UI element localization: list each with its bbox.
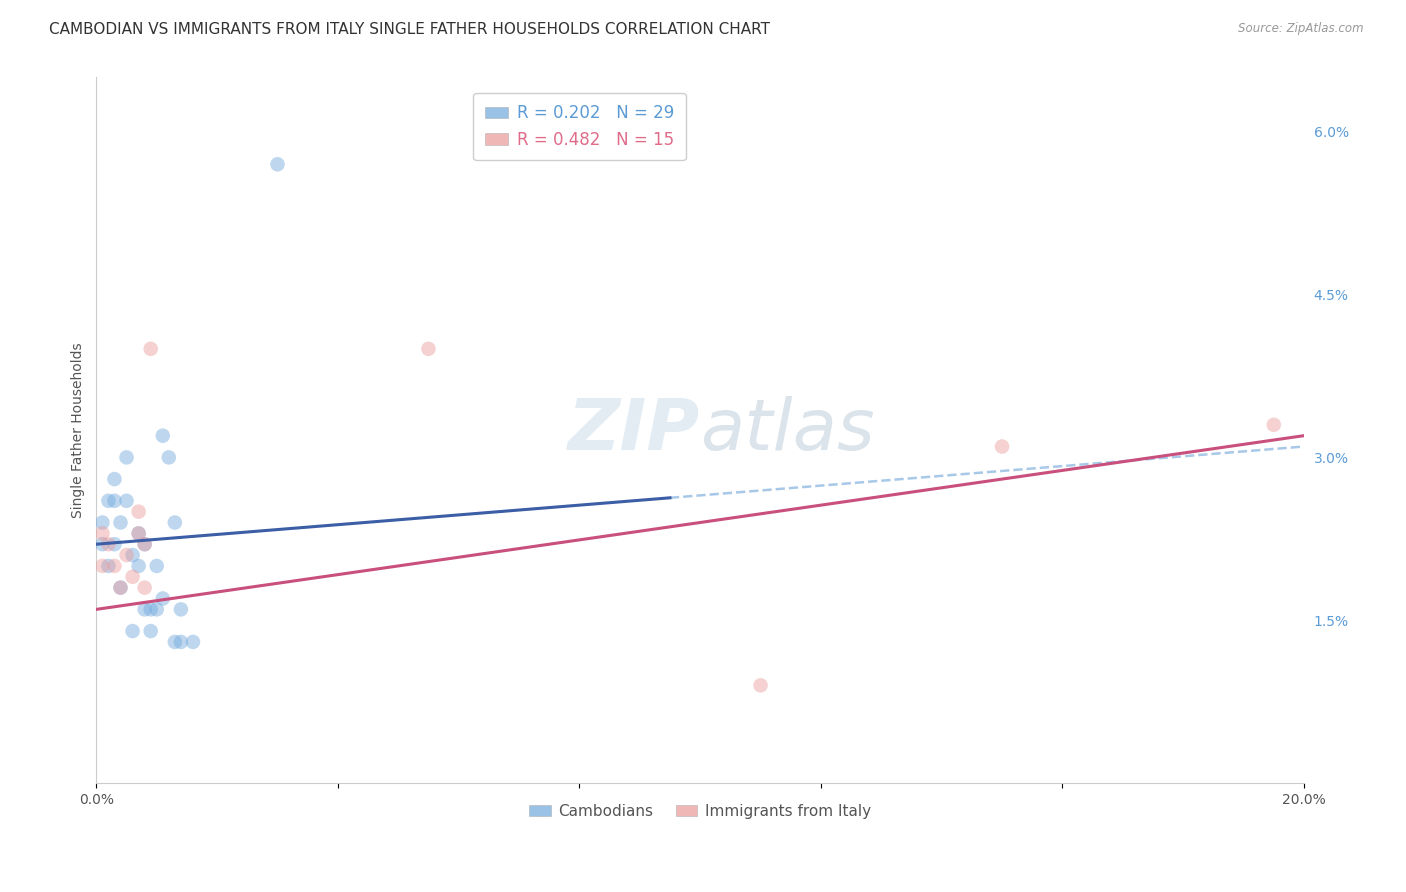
Point: [128, 526, 150, 541]
Legend: Cambodians, Immigrants from Italy: Cambodians, Immigrants from Italy: [523, 797, 877, 825]
Point: [97, 558, 120, 573]
Point: [418, 342, 440, 356]
Point: [128, 505, 150, 519]
Point: [266, 157, 288, 171]
Point: [139, 602, 162, 616]
Point: [103, 537, 125, 551]
Point: [121, 624, 143, 638]
Text: Source: ZipAtlas.com: Source: ZipAtlas.com: [1239, 22, 1364, 36]
Point: [749, 678, 772, 692]
Point: [134, 602, 156, 616]
Point: [91, 558, 114, 573]
Point: [991, 440, 1014, 454]
Point: [110, 581, 132, 595]
Point: [152, 428, 174, 442]
Point: [91, 537, 114, 551]
Point: [103, 558, 125, 573]
Point: [91, 516, 114, 530]
Point: [115, 493, 138, 508]
Point: [157, 450, 180, 465]
Point: [134, 537, 156, 551]
Point: [103, 493, 125, 508]
Point: [163, 516, 186, 530]
Point: [145, 602, 167, 616]
Point: [103, 472, 125, 486]
Point: [115, 548, 138, 562]
Point: [128, 526, 150, 541]
Text: atlas: atlas: [700, 396, 875, 465]
Point: [152, 591, 174, 606]
Point: [110, 581, 132, 595]
Text: ZIP: ZIP: [568, 396, 700, 465]
Point: [181, 635, 204, 649]
Point: [163, 635, 186, 649]
Point: [170, 602, 193, 616]
Point: [97, 537, 120, 551]
Point: [128, 558, 150, 573]
Point: [139, 342, 162, 356]
Point: [115, 450, 138, 465]
Point: [110, 516, 132, 530]
Text: CAMBODIAN VS IMMIGRANTS FROM ITALY SINGLE FATHER HOUSEHOLDS CORRELATION CHART: CAMBODIAN VS IMMIGRANTS FROM ITALY SINGL…: [49, 22, 770, 37]
Point: [91, 526, 114, 541]
Point: [1263, 417, 1285, 432]
Point: [97, 493, 120, 508]
Point: [170, 635, 193, 649]
Y-axis label: Single Father Households: Single Father Households: [72, 343, 86, 518]
Point: [134, 537, 156, 551]
Point: [121, 570, 143, 584]
Point: [139, 624, 162, 638]
Point: [121, 548, 143, 562]
Point: [145, 558, 167, 573]
Point: [134, 581, 156, 595]
